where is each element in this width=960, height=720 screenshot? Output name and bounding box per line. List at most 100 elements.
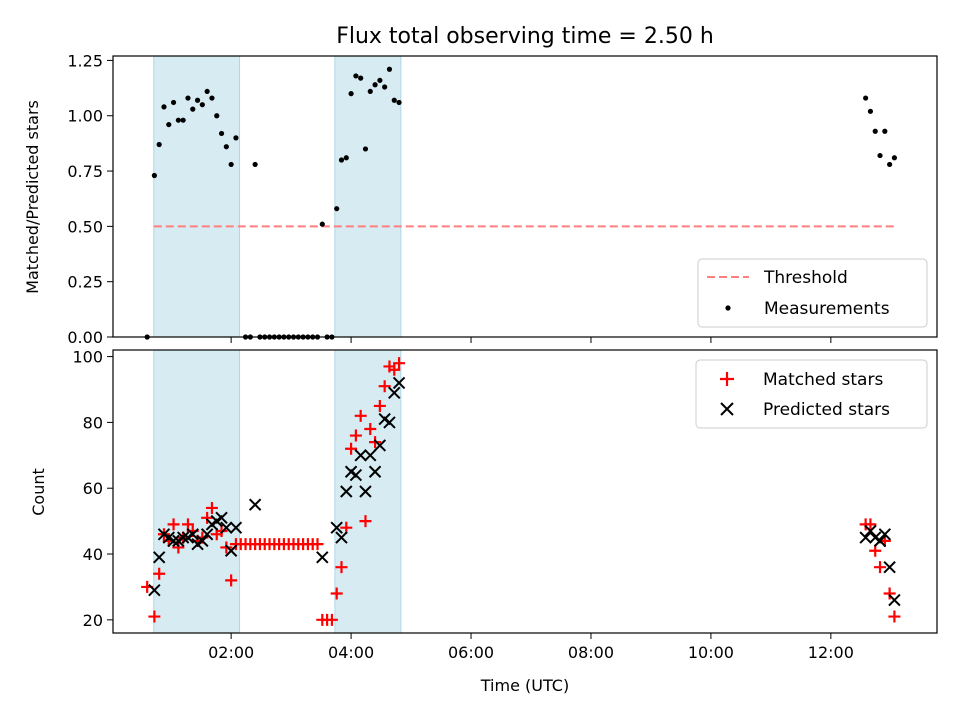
- measurement-point: [362, 146, 369, 152]
- count-panel: 02:00 04:00 06:00 08:00 10:00 12:00 20 40 60 80 1…: [29, 348, 938, 662]
- matched-star-point: [345, 442, 358, 455]
- matched-star-point: [153, 567, 166, 580]
- y-tick-label: 40: [83, 545, 103, 564]
- legend-measurements-swatch: [725, 305, 731, 311]
- measurement-point: [343, 155, 349, 161]
- shaded-interval-2: [334, 55, 402, 338]
- shaded-interval-1: [153, 55, 241, 338]
- predicted-star-point: [373, 439, 387, 452]
- predicted-star-point: [248, 498, 262, 511]
- matched-star-point: [364, 422, 377, 435]
- matched-star-point: [205, 501, 218, 514]
- predicted-star-point: [330, 521, 343, 534]
- measurement-point: [252, 161, 258, 168]
- matched-star-point: [359, 515, 372, 528]
- predicted-star-point: [316, 551, 329, 564]
- y-tick-label: 80: [83, 413, 103, 432]
- measurement-point: [863, 95, 869, 101]
- predicted-star-point: [167, 534, 180, 548]
- predicted-star-point: [883, 560, 896, 574]
- shaded-intervals: [153, 55, 402, 338]
- x-tick-label: 12:00: [808, 643, 854, 662]
- measurement-point: [209, 95, 215, 101]
- predicted-star-point: [878, 528, 892, 541]
- y-tick-label: 0.25: [67, 273, 103, 292]
- measurement-point: [161, 104, 167, 110]
- predicted-star-point: [148, 584, 161, 597]
- matched-star-point: [349, 429, 362, 442]
- predicted-star-point: [368, 465, 382, 478]
- measurement-point: [194, 97, 201, 103]
- predicted-star-point: [186, 528, 199, 541]
- matched-star-point: [311, 538, 324, 551]
- matched-star-point: [369, 436, 382, 449]
- y-tick-label: 100: [72, 348, 103, 367]
- matched-star-point: [201, 511, 214, 524]
- predicted-star-point: [196, 534, 209, 548]
- matched-star-point: [330, 587, 343, 600]
- x-ticks: [230, 337, 832, 343]
- predicted-star-point: [359, 485, 372, 498]
- measurement-point: [386, 66, 393, 72]
- matched-star-point: [167, 518, 180, 531]
- legend-label-matched: Matched stars: [763, 370, 883, 390]
- plot-frame: [112, 55, 938, 338]
- shaded-interval-1: [153, 349, 241, 634]
- measurement-point: [218, 130, 225, 137]
- matched-star-point: [864, 518, 877, 531]
- measurement-point: [367, 88, 373, 95]
- measurement-point: [180, 117, 186, 123]
- predicted-star-point: [335, 531, 348, 544]
- y-tick-label: 0.75: [67, 162, 103, 181]
- predicted-star-point: [864, 524, 877, 538]
- y-tick-label: 0.00: [67, 328, 103, 347]
- measurement-point: [353, 73, 359, 79]
- measurement-point: [391, 97, 397, 103]
- measurement-point: [891, 155, 898, 161]
- legend: Matched stars Predicted stars: [695, 359, 928, 429]
- matched-star-point: [874, 561, 887, 574]
- predicted-star-point: [383, 416, 396, 429]
- predicted-star-point: [888, 593, 901, 607]
- y-tick-label: 60: [83, 479, 103, 498]
- measurement-point: [877, 152, 883, 159]
- matched-star-point: [220, 541, 233, 554]
- matched-star-point: [388, 363, 401, 376]
- predicted-star-point: [349, 468, 363, 482]
- matched-star-point: [378, 380, 391, 393]
- measurement-point: [185, 95, 191, 101]
- measurement-point: [223, 144, 229, 150]
- shaded-interval-2: [334, 349, 402, 634]
- x-tick-label: 06:00: [448, 643, 494, 662]
- legend-label-measurements: Measurements: [764, 299, 890, 319]
- measurement-point: [170, 99, 177, 106]
- measurement-point: [214, 113, 220, 119]
- x-tick-label: 08:00: [568, 643, 614, 662]
- matched-star-point: [888, 610, 901, 623]
- measurement-point: [166, 121, 172, 128]
- legend-predicted-swatch: [720, 402, 734, 416]
- measurement-point: [228, 161, 234, 168]
- measurement-point: [190, 106, 196, 112]
- measurement-point: [377, 77, 383, 83]
- ratio-panel: 0.00 0.25 0.50 0.75 1.00 1.25 Matched/Predict…: [23, 51, 938, 347]
- measurement-point: [867, 108, 874, 114]
- x-axis-label: Time (UTC): [480, 676, 569, 695]
- y-ticks: 20 40 60 80 100: [72, 348, 113, 630]
- legend: Threshold Measurements: [697, 258, 928, 328]
- predicted-star-point: [229, 521, 243, 534]
- matched-star-point: [373, 399, 386, 412]
- measurement-point: [887, 161, 893, 168]
- measurement-point: [175, 117, 181, 123]
- predicted-star-point: [859, 531, 872, 544]
- predicted-points: [148, 376, 901, 607]
- y-tick-label: 20: [83, 611, 103, 630]
- y-ticks: 0.00 0.25 0.50 0.75 1.00 1.25: [67, 51, 113, 347]
- legend-label-threshold: Threshold: [763, 268, 848, 288]
- measurement-point: [151, 172, 157, 179]
- predicted-star-point: [224, 544, 238, 557]
- measurement-point: [156, 141, 162, 148]
- x-ticks: 02:00 04:00 06:00 08:00 10:00 12:00: [208, 633, 854, 662]
- predicted-star-point: [340, 485, 353, 498]
